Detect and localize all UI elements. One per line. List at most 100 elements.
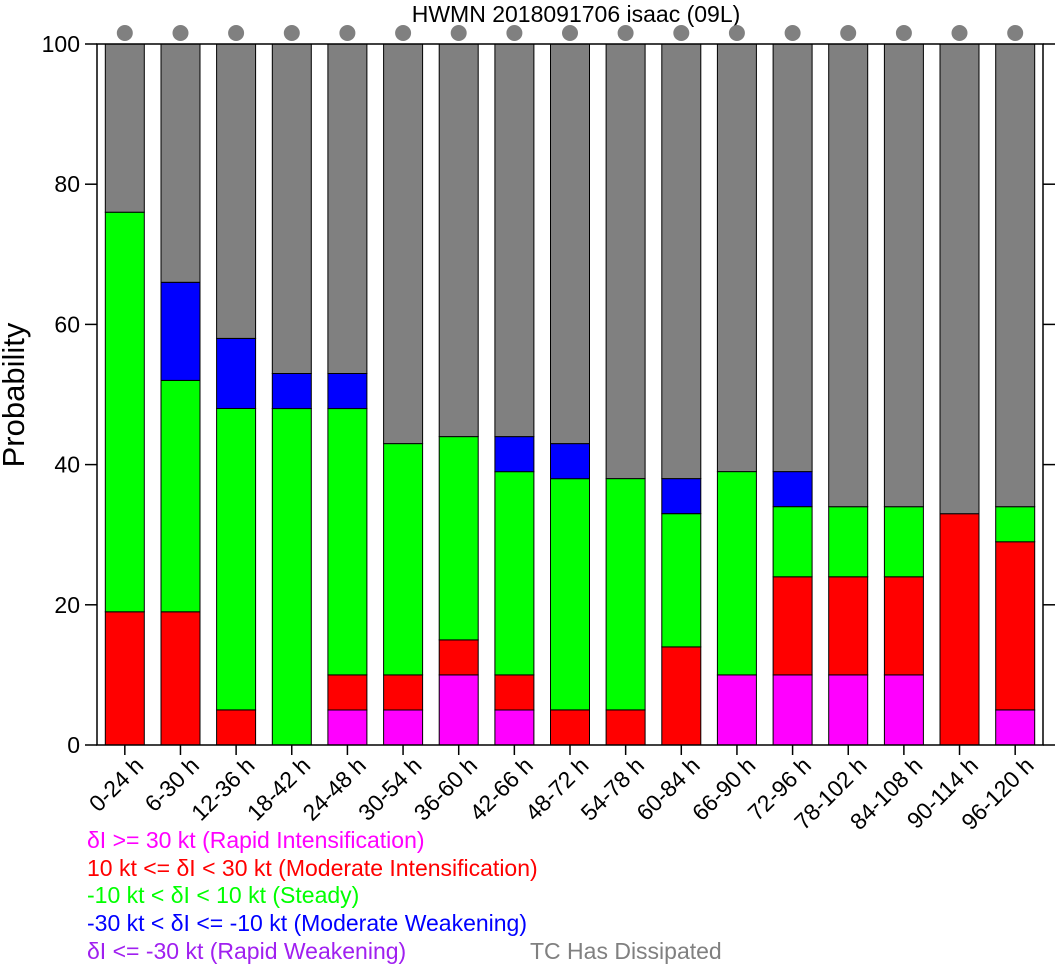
bar-segment bbox=[271, 408, 312, 746]
bar-segment bbox=[828, 43, 869, 508]
top-marker-dot bbox=[951, 25, 968, 41]
bar-segment bbox=[995, 709, 1036, 746]
bar-segment bbox=[995, 43, 1036, 508]
bar-segment bbox=[216, 709, 257, 746]
bar-segment bbox=[772, 506, 813, 578]
bar-segment bbox=[494, 674, 535, 711]
bar-segment bbox=[939, 43, 980, 515]
bar-segment bbox=[772, 43, 813, 473]
bar-segment bbox=[327, 674, 368, 711]
y-tick-label: 20 bbox=[54, 592, 80, 618]
bar-segment bbox=[772, 576, 813, 676]
bars-group bbox=[104, 43, 1036, 746]
top-marker-dot bbox=[895, 25, 912, 41]
top-marker-dot bbox=[116, 25, 133, 41]
bar-segment bbox=[939, 513, 980, 746]
bar-segment bbox=[271, 373, 312, 410]
bar-segment bbox=[383, 43, 424, 445]
bar-segment bbox=[383, 674, 424, 711]
bar-segment bbox=[772, 674, 813, 746]
top-marker-dot bbox=[784, 25, 801, 41]
top-marker-dot bbox=[1007, 25, 1024, 41]
bar-segment bbox=[327, 408, 368, 676]
bar-segment bbox=[494, 436, 535, 473]
bar-segment bbox=[716, 471, 757, 676]
top-marker-dot bbox=[172, 25, 189, 41]
bar-segment bbox=[160, 611, 201, 746]
legend: δI >= 30 kt (Rapid Intensification)10 kt… bbox=[87, 827, 722, 964]
legend-entry: TC Has Dissipated bbox=[530, 938, 722, 964]
bar-segment bbox=[716, 674, 757, 746]
legend-entry: 10 kt <= δI < 30 kt (Moderate Intensific… bbox=[87, 855, 538, 881]
legend-entry: -30 kt < δI <= -10 kt (Moderate Weakenin… bbox=[87, 910, 527, 936]
bar-segment bbox=[995, 541, 1036, 711]
x-axis: 0-24 h6-30 h12-36 h18-42 h24-48 h30-54 h… bbox=[84, 745, 1039, 835]
bar-segment bbox=[883, 576, 924, 676]
bar-segment bbox=[104, 211, 145, 613]
bar-segment bbox=[605, 43, 646, 480]
bar-segment bbox=[216, 408, 257, 711]
bar-segment bbox=[661, 646, 702, 746]
bar-segment bbox=[160, 43, 201, 283]
top-marker-dot bbox=[728, 25, 745, 41]
top-marker-dot bbox=[228, 25, 245, 41]
bar-segment bbox=[605, 709, 646, 746]
top-marker-dot bbox=[506, 25, 523, 41]
top-marker-dot bbox=[673, 25, 690, 41]
bar-segment bbox=[160, 380, 201, 613]
x-tick-label: 0-24 h bbox=[84, 752, 149, 817]
bar-segment bbox=[550, 478, 590, 711]
bar-segment bbox=[494, 471, 535, 676]
bar-segment bbox=[216, 337, 257, 409]
bar-segment bbox=[494, 43, 535, 438]
bar-segment bbox=[661, 513, 702, 648]
y-tick-label: 40 bbox=[54, 452, 80, 478]
legend-entry: δI >= 30 kt (Rapid Intensification) bbox=[87, 827, 425, 853]
bar-segment bbox=[327, 709, 368, 746]
bar-segment bbox=[883, 43, 924, 508]
bar-segment bbox=[438, 436, 479, 641]
bar-segment bbox=[438, 43, 479, 438]
bar-segment bbox=[716, 43, 757, 473]
top-marker-dot bbox=[283, 25, 300, 41]
bar-segment bbox=[438, 674, 479, 746]
bar-segment bbox=[104, 43, 145, 213]
bar-segment bbox=[772, 471, 813, 508]
top-marker-dot bbox=[339, 25, 356, 41]
bar-segment bbox=[494, 709, 535, 746]
bar-segment bbox=[438, 639, 479, 676]
bar-segment bbox=[661, 43, 702, 480]
y-axis-label: Probability bbox=[0, 322, 31, 467]
top-marker-dot bbox=[562, 25, 578, 41]
bar-segment bbox=[383, 443, 424, 676]
bar-segment bbox=[383, 709, 424, 746]
bar-segment bbox=[550, 43, 590, 445]
top-marker-dot bbox=[840, 25, 857, 41]
bar-segment bbox=[605, 478, 646, 711]
chart-title: HWMN 2018091706 isaac (09L) bbox=[412, 1, 741, 27]
bar-segment bbox=[327, 43, 368, 374]
y-tick-label: 80 bbox=[54, 171, 80, 197]
top-marker-dot bbox=[617, 25, 634, 41]
bar-segment bbox=[995, 506, 1036, 543]
top-marker-dot bbox=[395, 25, 412, 41]
y-tick-label: 0 bbox=[67, 732, 80, 758]
bar-segment bbox=[661, 478, 702, 515]
y-tick-label: 100 bbox=[42, 31, 80, 57]
bar-segment bbox=[828, 506, 869, 578]
bar-segment bbox=[271, 43, 312, 374]
bar-segment bbox=[828, 576, 869, 676]
y-axis: 0 20 40 60 80 100 bbox=[42, 31, 1055, 758]
bar-segment bbox=[550, 443, 590, 480]
bar-segment bbox=[828, 674, 869, 746]
legend-entry: δI <= -30 kt (Rapid Weakening) bbox=[87, 938, 406, 964]
y-tick-label: 60 bbox=[54, 311, 80, 337]
bar-segment bbox=[883, 506, 924, 578]
legend-entry: -10 kt < δI < 10 kt (Steady) bbox=[87, 882, 359, 908]
bar-segment bbox=[104, 611, 145, 746]
bar-segment bbox=[160, 281, 201, 381]
bar-segment bbox=[550, 709, 590, 746]
bar-segment bbox=[327, 373, 368, 410]
bar-segment bbox=[883, 674, 924, 746]
